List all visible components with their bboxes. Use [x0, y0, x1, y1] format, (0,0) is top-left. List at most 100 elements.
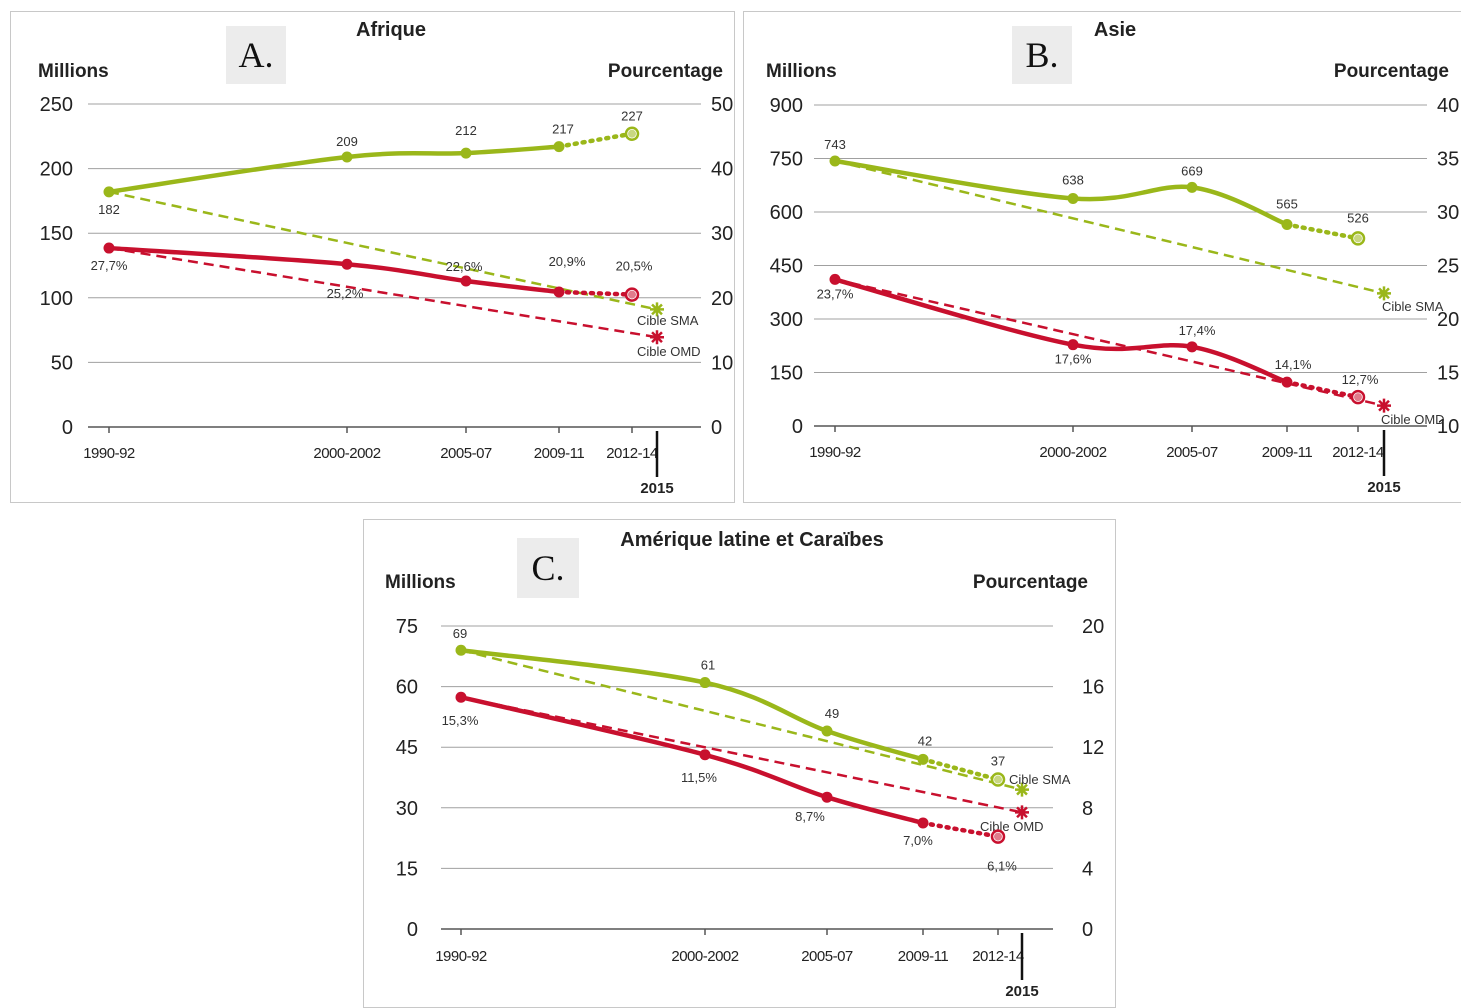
y-tick-right: 40 [1437, 95, 1459, 117]
y-tick-left: 150 [40, 223, 73, 245]
y-tick-right: 0 [711, 417, 722, 439]
data-point [341, 258, 353, 270]
x-tick-label: 2005-07 [1166, 444, 1218, 461]
y-tick-left: 900 [770, 95, 803, 117]
data-point [1186, 341, 1198, 353]
series-projection [556, 131, 635, 149]
series-line [106, 144, 562, 195]
data-label: 61 [701, 658, 715, 673]
data-label: 7,0% [903, 833, 933, 848]
series-projection [920, 820, 1001, 839]
data-label: 37 [991, 754, 1005, 769]
series-line [458, 694, 926, 826]
y-tick-left: 0 [62, 417, 73, 439]
target-label: Cible SMA [1009, 772, 1071, 787]
y-tick-left: 100 [40, 288, 73, 310]
data-label: 212 [455, 123, 477, 138]
y-tick-right: 20 [1082, 616, 1104, 638]
target-star [1377, 398, 1391, 413]
target-line [834, 278, 1385, 407]
y-axis-left-label: Millions [38, 61, 109, 82]
data-point [460, 147, 472, 159]
y-tick-right: 40 [711, 159, 733, 181]
data-label: 25,2% [327, 286, 364, 301]
series-line [832, 158, 1290, 227]
data-label: 6,1% [987, 859, 1017, 874]
y-tick-left: 0 [792, 416, 803, 438]
y-tick-right: 10 [1437, 416, 1459, 438]
x-tick-label: 1990-92 [809, 444, 861, 461]
target-star [1377, 286, 1391, 301]
data-point [553, 141, 565, 153]
x-tick-label: 2005-07 [801, 948, 853, 965]
chart-panel-asie: Asie Millions Pourcentage 0 10 150 15 300 20 450 2… [743, 11, 1461, 503]
data-point-fill [994, 832, 1002, 841]
data-point [1067, 339, 1079, 351]
data-point-fill [1354, 393, 1362, 402]
data-point [460, 275, 472, 287]
x-tick-label: 2012-14 [1332, 444, 1384, 461]
data-label: 12,7% [1342, 372, 1379, 387]
x-tick-label: 2009-11 [898, 948, 949, 965]
y-tick-right: 8 [1082, 798, 1093, 820]
data-point [829, 155, 841, 167]
y-tick-right: 12 [1082, 737, 1104, 759]
data-point [455, 691, 467, 703]
chart-panel-afrique: Afrique Millions Pourcentage 0 0 50 10 100 20 150… [10, 11, 735, 503]
series-projection [1284, 222, 1361, 241]
x-tick-label: 2009-11 [1262, 444, 1313, 461]
target-star [1015, 805, 1029, 820]
data-point [1281, 376, 1293, 388]
data-point [103, 242, 115, 254]
y-axis-left-label: Millions [766, 61, 837, 82]
data-point [553, 286, 565, 298]
chart-title: Afrique [356, 19, 426, 41]
x-end-label: 2015 [1367, 479, 1400, 496]
target-line [460, 649, 1023, 791]
data-point [917, 753, 929, 765]
target-line [834, 159, 1385, 295]
y-tick-right: 15 [1437, 363, 1459, 385]
data-label: 27,7% [91, 258, 128, 273]
x-tick-label: 2009-11 [534, 445, 585, 462]
y-tick-left: 300 [770, 309, 803, 331]
data-label: 526 [1347, 210, 1369, 225]
data-label: 42 [918, 733, 932, 748]
y-tick-right: 30 [1437, 202, 1459, 224]
y-tick-right: 20 [711, 288, 733, 310]
y-tick-right: 35 [1437, 149, 1459, 171]
y-tick-right: 4 [1082, 858, 1093, 880]
chart-panel-amerique-latine: Amérique latine et Caraïbes Millions Pourc… [363, 519, 1116, 1008]
data-label: 22,6% [446, 259, 483, 274]
y-tick-right: 20 [1437, 309, 1459, 331]
y-tick-left: 200 [40, 159, 73, 181]
data-point [341, 151, 353, 163]
target-label: Cible SMA [637, 313, 699, 328]
y-axis-right-label: Pourcentage [973, 572, 1088, 593]
x-tick-label: 2012-14 [606, 445, 658, 462]
data-point [1067, 192, 1079, 204]
data-point [1281, 218, 1293, 230]
data-label: 15,3% [442, 713, 479, 728]
y-tick-right: 0 [1082, 919, 1093, 941]
target-label: Cible OMD [1381, 412, 1445, 427]
data-point [103, 186, 115, 198]
y-tick-right: 10 [711, 352, 733, 374]
target-star [650, 302, 664, 317]
target-line [108, 190, 658, 311]
x-end-label: 2015 [640, 480, 673, 497]
x-tick-label: 1990-92 [435, 948, 487, 965]
data-label: 743 [824, 137, 846, 152]
x-tick-label: 1990-92 [83, 445, 135, 462]
data-label: 20,9% [549, 254, 586, 269]
y-axis-right-label: Pourcentage [1334, 61, 1449, 82]
target-label: Cible OMD [980, 819, 1044, 834]
y-tick-left: 750 [770, 149, 803, 171]
chart-title: Amérique latine et Caraïbes [620, 529, 883, 551]
data-label: 11,5% [681, 770, 717, 785]
data-point [829, 273, 841, 285]
y-tick-right: 16 [1082, 677, 1104, 699]
data-label: 49 [825, 706, 839, 721]
data-label: 69 [453, 626, 467, 641]
data-point [917, 817, 929, 829]
